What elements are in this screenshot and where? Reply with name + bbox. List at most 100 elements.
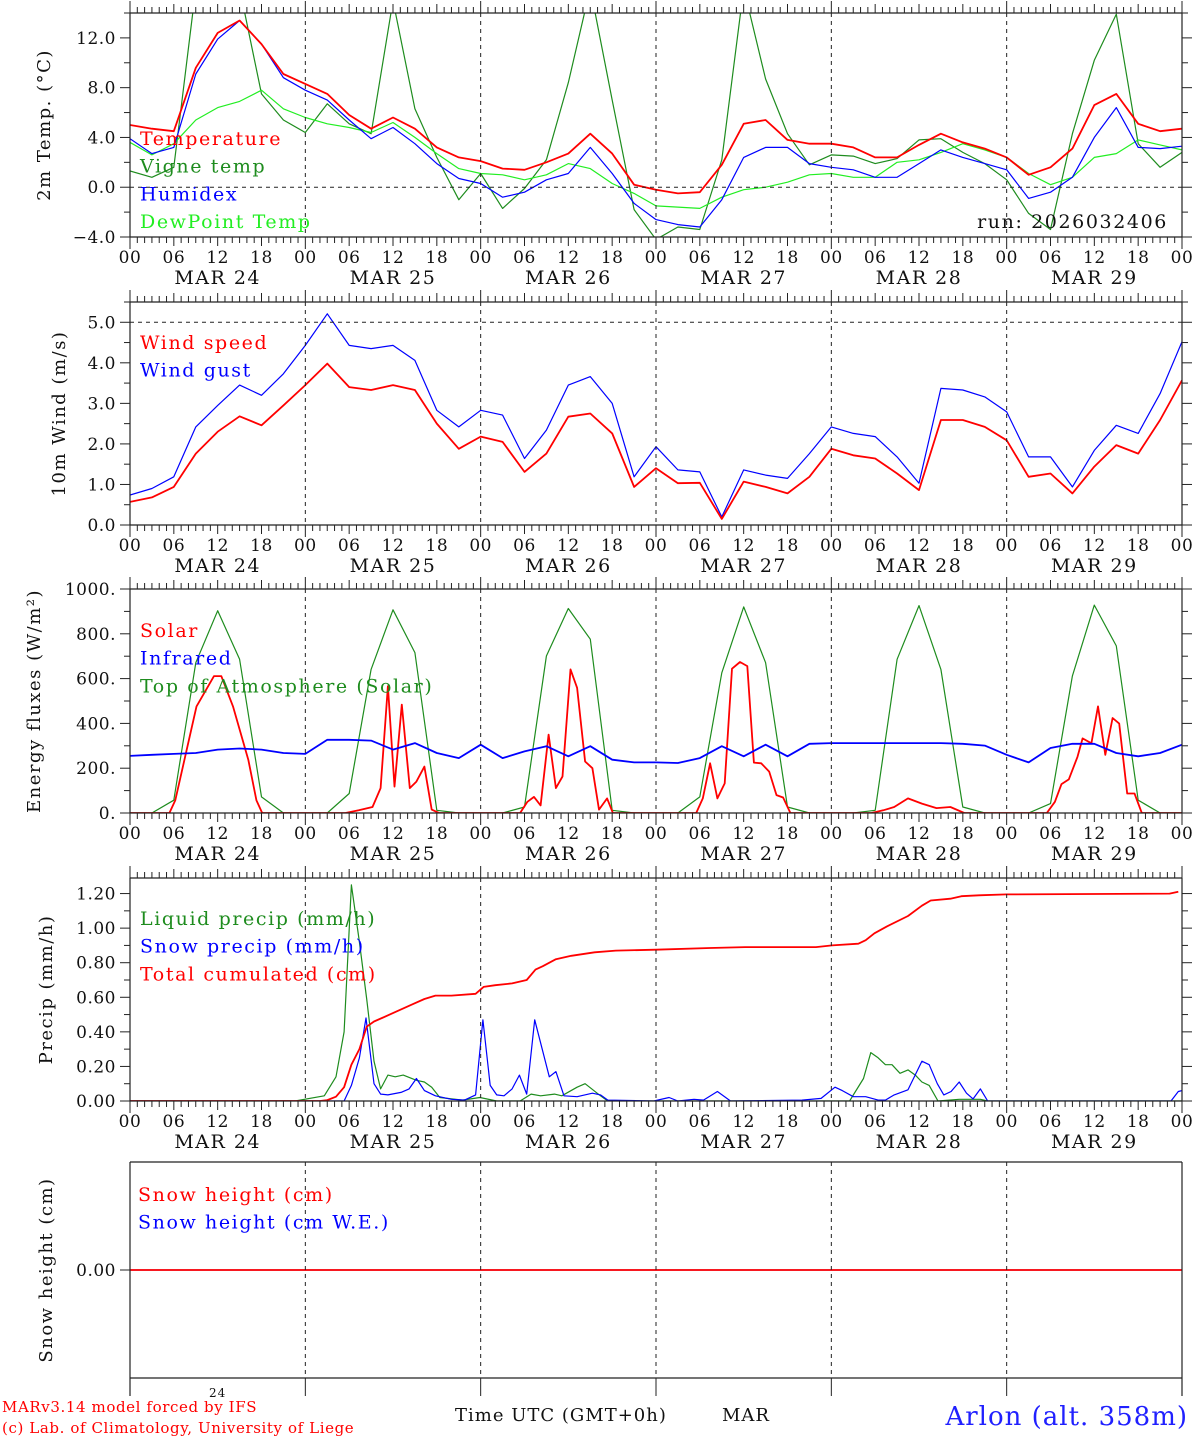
x-date-label: MAR 24 (174, 843, 261, 865)
x-tick-label: 18 (601, 536, 624, 556)
x-tick-label: 12 (908, 824, 931, 844)
legend-entry: Solar (140, 620, 199, 642)
y-tick-label: 600. (76, 670, 116, 690)
legend-entry: Wind gust (140, 360, 252, 382)
x-tick-label: 00 (1171, 824, 1194, 844)
series-line-infrared (130, 738, 1182, 764)
x-date-label: MAR 29 (1051, 1131, 1138, 1153)
x-date-label: MAR 26 (525, 843, 612, 865)
x-tick-label: 18 (952, 536, 975, 556)
x-tick-label: 18 (601, 1112, 624, 1132)
y-tick-label: 2.0 (87, 435, 116, 455)
legend-entry: Vigne temp (139, 156, 266, 178)
x-tick-label: 00 (119, 824, 142, 844)
y-tick-label: 0.40 (76, 1023, 116, 1043)
legend-entry: Humidex (140, 183, 238, 205)
panel-3 (130, 884, 1182, 1101)
x-tick-label: 18 (426, 1112, 449, 1132)
x-tick-label: 00 (995, 824, 1018, 844)
y-tick-label: 0.0 (87, 516, 116, 536)
x-tick-label: 06 (864, 1112, 887, 1132)
y-axis-label: 10m Wind (m/s) (49, 331, 70, 497)
y-tick-label: 1.00 (76, 919, 116, 939)
y-tick-label: 0.60 (76, 988, 116, 1008)
x-date-label: MAR 28 (876, 843, 963, 865)
legend-entry: Snow height (cm W.E.) (138, 1212, 390, 1234)
y-tick-label: 0. (99, 804, 116, 824)
y-tick-label: 0.0 (87, 178, 116, 198)
x-date-label: MAR 26 (525, 267, 612, 289)
x-tick-label: 18 (1127, 824, 1150, 844)
y-tick-label: 0.20 (76, 1057, 116, 1077)
station-name: Arlon (alt. 358m) (945, 1402, 1188, 1432)
x-tick-label: 12 (732, 824, 755, 844)
x-tick-label: 00 (1171, 1112, 1194, 1132)
series-line-humidex (130, 19, 1182, 228)
x-tick-label: 12 (382, 824, 405, 844)
x-tick-label: 00 (119, 536, 142, 556)
x-tick-label: 12 (732, 248, 755, 268)
series-line-vigne-temp (130, 13, 1182, 237)
x-tick-label: 12 (732, 1112, 755, 1132)
x-date-label: MAR 28 (876, 555, 963, 577)
x-tick-label: 00 (645, 824, 668, 844)
series-group (130, 884, 1182, 1101)
y-tick-label: 200. (76, 759, 116, 779)
x-tick-label: 00 (820, 1112, 843, 1132)
legend-entry: Total cumulated (cm) (140, 963, 377, 985)
x-tick-label: 18 (952, 248, 975, 268)
series-line-solar (130, 661, 1182, 813)
series-line-liquid-precip-mm-h (130, 884, 1182, 1101)
x-tick-label: 12 (206, 248, 229, 268)
x-tick-label: 18 (250, 1112, 273, 1132)
x-tick-label: 06 (1039, 1112, 1062, 1132)
x-tick-label: 12 (908, 536, 931, 556)
y-tick-label: 400. (76, 714, 116, 734)
x-tick-label: 06 (689, 536, 712, 556)
y-tick-label: 4.0 (87, 128, 116, 148)
copyright-credit: (c) Lab. of Climatology, University of L… (2, 1419, 355, 1437)
y-axis-label: Precip (mm/h) (36, 915, 57, 1065)
x-date-label: MAR 29 (1051, 555, 1138, 577)
x-tick-label: 00 (1171, 248, 1194, 268)
x-tick-label: 06 (1039, 824, 1062, 844)
x-tick-label: 18 (952, 1112, 975, 1132)
x-tick-label: 06 (163, 824, 186, 844)
x-tick-label: 18 (952, 824, 975, 844)
x-date-label: MAR 26 (525, 1131, 612, 1153)
x-tick-label: 12 (732, 536, 755, 556)
x-date-label: MAR 25 (350, 843, 437, 865)
x-tick-label: 18 (776, 1112, 799, 1132)
x-tick-label: 00 (294, 824, 317, 844)
x-date-label: MAR 27 (700, 1131, 787, 1153)
x-date-label: MAR 25 (350, 267, 437, 289)
x-tick-label: 00 (820, 248, 843, 268)
x-tick-label: 00 (469, 1112, 492, 1132)
x-tick-label: 00 (995, 1112, 1018, 1132)
x-date-label: MAR 24 (174, 267, 261, 289)
y-axis-label: Energy fluxes (W/m²) (24, 589, 45, 813)
y-axis-label: 2m Temp. (°C) (34, 49, 55, 201)
legend-entry: Top of Atmosphere (Solar) (140, 675, 433, 697)
y-tick-label: −4.0 (73, 228, 116, 248)
x-tick-label: 18 (601, 248, 624, 268)
x-tick-label: 18 (601, 824, 624, 844)
bottom-month-label: MAR (722, 1405, 770, 1426)
x-tick-label: 18 (1127, 248, 1150, 268)
x-date-label: MAR 28 (876, 1131, 963, 1153)
x-tick-label: 06 (513, 1112, 536, 1132)
y-tick-label: 0.80 (76, 954, 116, 974)
legend-entry: Temperature (140, 128, 282, 150)
x-tick-label: 12 (382, 248, 405, 268)
x-date-label: MAR 27 (700, 555, 787, 577)
x-tick-label: 12 (382, 1112, 405, 1132)
x-tick-label: 00 (995, 536, 1018, 556)
legend-entry: Infrared (140, 648, 232, 670)
x-tick-label: 00 (820, 824, 843, 844)
x-tick-label: 12 (908, 1112, 931, 1132)
x-tick-label: 18 (250, 536, 273, 556)
x-tick-label: 00 (645, 248, 668, 268)
y-tick-label: 1.20 (76, 885, 116, 905)
y-axis-label: Snow height (cm) (36, 1177, 57, 1362)
